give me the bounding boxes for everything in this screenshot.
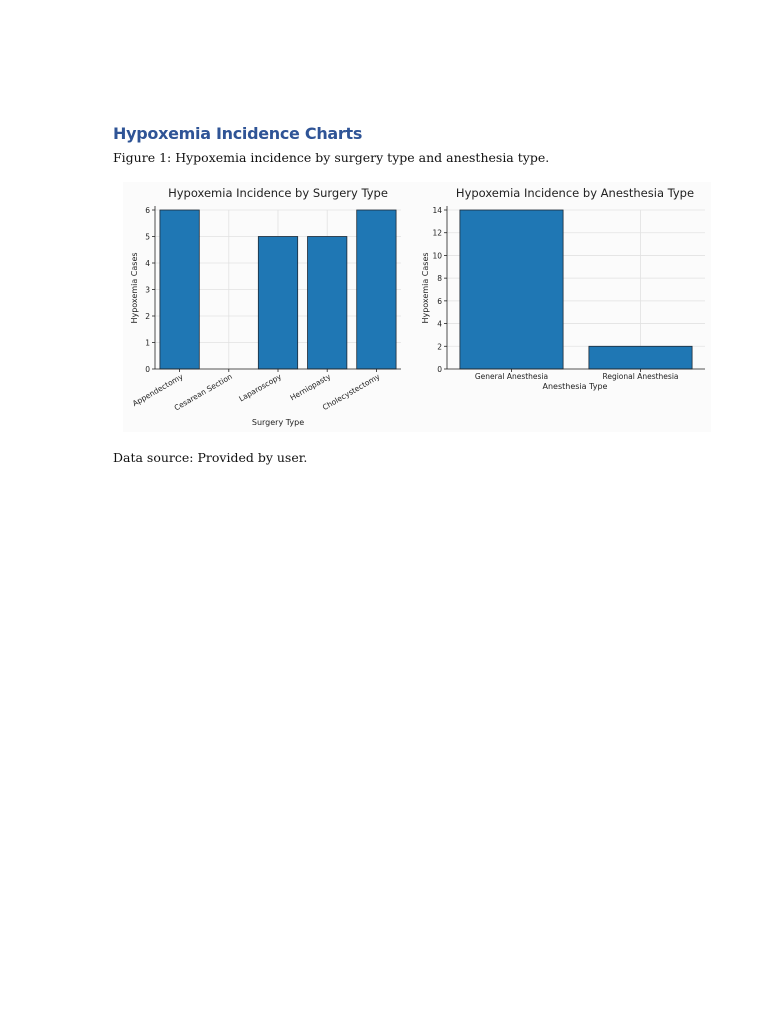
y-axis-label: Hypoxemia Cases: [130, 252, 139, 323]
y-tick-label: 5: [145, 233, 150, 242]
y-tick-label: 8: [437, 274, 442, 283]
bar-appendectomy: [159, 209, 200, 370]
anesthesia-type-chart: 0 2 4 6 8 10 12 14 General Anesthesia Regional An…: [421, 186, 705, 391]
bar-cholecystectomy: [356, 209, 397, 370]
y-axis-label: Hypoxemia Cases: [421, 252, 430, 323]
chart-title: Hypoxemia Incidence by Surgery Type: [168, 186, 388, 200]
y-tick-label: 4: [145, 259, 150, 268]
y-tick-label: 12: [432, 229, 442, 238]
y-tick-label: 10: [432, 251, 442, 260]
x-tick-label: Regional Anesthesia: [602, 372, 678, 381]
y-tick-label: 0: [437, 365, 442, 374]
document-heading: Hypoxemia Incidence Charts: [113, 124, 363, 143]
y-tick-label: 2: [437, 342, 442, 351]
bar-general-anesthesia: [459, 209, 564, 370]
y-tick-label: 4: [437, 320, 442, 329]
x-axis-label: Surgery Type: [252, 418, 304, 427]
y-tick-label: 0: [145, 365, 150, 374]
bar-laparoscopy: [257, 236, 299, 370]
y-tick-label: 3: [145, 286, 150, 295]
y-tick-label: 2: [145, 312, 150, 321]
bar-regional-anesthesia: [588, 345, 693, 370]
x-axis-label: Anesthesia Type: [543, 382, 608, 391]
bar-herniopasty: [307, 236, 348, 370]
y-tick-label: 14: [432, 206, 442, 215]
x-tick-label: Laparoscopy: [237, 372, 283, 404]
y-tick-label: 6: [145, 206, 150, 215]
x-tick-label: Herniopasty: [288, 372, 332, 403]
y-tick-label: 6: [437, 297, 442, 306]
figure-panel: 0 1 2 3 4 5 6 Appendectomy Cesarean Section Lapar…: [123, 182, 711, 432]
x-tick-label: General Anesthesia: [475, 372, 548, 381]
data-source-note: Data source: Provided by user.: [113, 450, 308, 465]
chart-title: Hypoxemia Incidence by Anesthesia Type: [456, 186, 694, 200]
y-tick-label: 1: [145, 339, 150, 348]
figure-caption: Figure 1: Hypoxemia incidence by surgery…: [113, 150, 550, 165]
